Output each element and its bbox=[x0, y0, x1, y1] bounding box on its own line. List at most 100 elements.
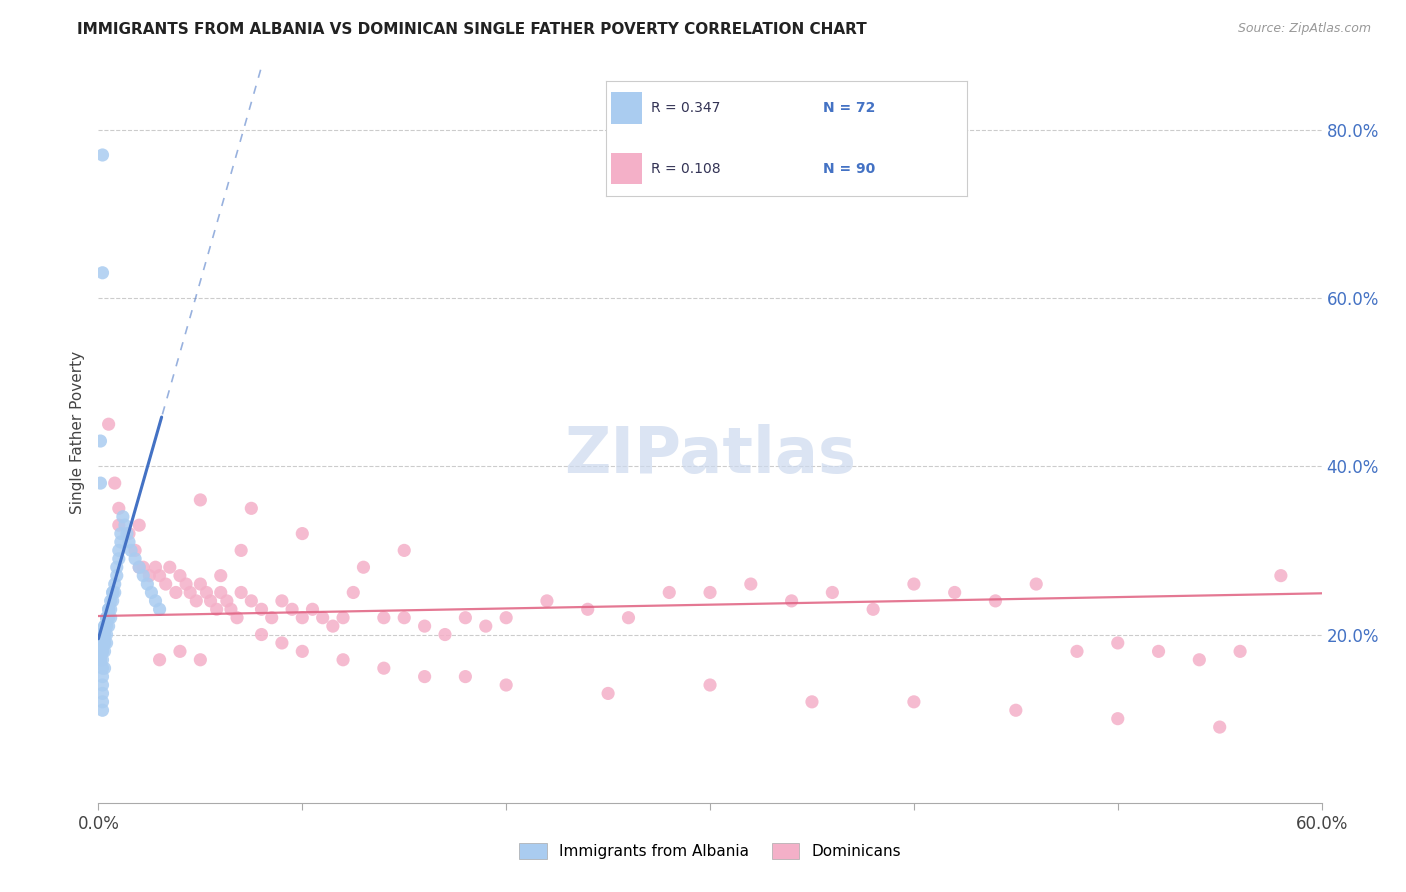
Point bbox=[1229, 644, 1251, 658]
Point bbox=[97, 610, 120, 624]
Point bbox=[91, 627, 114, 641]
Point bbox=[174, 577, 197, 591]
Point bbox=[89, 627, 111, 641]
Point bbox=[97, 602, 120, 616]
Point bbox=[110, 535, 132, 549]
Point bbox=[89, 644, 111, 658]
Point bbox=[576, 602, 599, 616]
Point bbox=[169, 568, 191, 582]
Point bbox=[322, 619, 344, 633]
Point bbox=[91, 148, 114, 162]
Point bbox=[495, 678, 517, 692]
Point bbox=[141, 585, 163, 599]
Point bbox=[89, 627, 111, 641]
Point bbox=[91, 627, 114, 641]
Point bbox=[104, 476, 127, 491]
Point bbox=[862, 602, 884, 616]
Point bbox=[291, 526, 314, 541]
Point bbox=[114, 518, 136, 533]
Point bbox=[89, 636, 111, 650]
Point bbox=[93, 636, 115, 650]
Point bbox=[145, 594, 167, 608]
Point bbox=[89, 644, 111, 658]
Point bbox=[801, 695, 824, 709]
Point bbox=[124, 543, 146, 558]
Point bbox=[89, 653, 111, 667]
Point bbox=[91, 627, 114, 641]
Point bbox=[332, 610, 354, 624]
Point bbox=[413, 670, 436, 684]
Point bbox=[1188, 653, 1211, 667]
Point bbox=[352, 560, 374, 574]
Point bbox=[91, 266, 114, 280]
Point bbox=[91, 627, 114, 641]
Point bbox=[91, 636, 114, 650]
Point bbox=[111, 509, 134, 524]
Point bbox=[821, 585, 844, 599]
Point bbox=[128, 560, 150, 574]
Point bbox=[91, 636, 114, 650]
Point bbox=[186, 594, 208, 608]
Point bbox=[215, 594, 238, 608]
Point bbox=[149, 568, 172, 582]
Point bbox=[903, 695, 925, 709]
Point bbox=[1147, 644, 1170, 658]
Point bbox=[149, 653, 172, 667]
Point bbox=[1107, 712, 1129, 726]
Legend: Immigrants from Albania, Dominicans: Immigrants from Albania, Dominicans bbox=[513, 838, 907, 865]
Point bbox=[219, 602, 242, 616]
Point bbox=[101, 585, 124, 599]
Y-axis label: Single Father Poverty: Single Father Poverty bbox=[70, 351, 86, 514]
Point bbox=[128, 518, 150, 533]
Point bbox=[96, 627, 118, 641]
Point bbox=[617, 610, 640, 624]
Point bbox=[118, 535, 141, 549]
Point bbox=[474, 619, 498, 633]
Point bbox=[943, 585, 966, 599]
Point bbox=[91, 653, 114, 667]
Point bbox=[149, 602, 172, 616]
Point bbox=[250, 602, 273, 616]
Point bbox=[124, 551, 146, 566]
Point bbox=[93, 661, 115, 675]
Point bbox=[392, 543, 416, 558]
Point bbox=[100, 602, 122, 616]
Point bbox=[209, 568, 232, 582]
Point bbox=[291, 610, 314, 624]
Point bbox=[1209, 720, 1232, 734]
Point bbox=[301, 602, 323, 616]
Point bbox=[291, 644, 314, 658]
Point bbox=[97, 417, 120, 432]
Point bbox=[1270, 568, 1292, 582]
Point bbox=[200, 594, 222, 608]
Point bbox=[780, 594, 803, 608]
Point bbox=[984, 594, 1007, 608]
Point bbox=[454, 610, 477, 624]
Point bbox=[89, 627, 111, 641]
Point bbox=[89, 434, 111, 448]
Point bbox=[740, 577, 762, 591]
Point bbox=[93, 627, 115, 641]
Point bbox=[598, 686, 620, 700]
Point bbox=[332, 653, 354, 667]
Point bbox=[108, 501, 131, 516]
Point bbox=[250, 627, 273, 641]
Point bbox=[91, 678, 114, 692]
Point bbox=[1025, 577, 1047, 591]
Point bbox=[93, 636, 115, 650]
Point bbox=[1107, 636, 1129, 650]
Point bbox=[434, 627, 457, 641]
Point bbox=[188, 492, 212, 507]
Point bbox=[132, 560, 155, 574]
Point bbox=[240, 594, 263, 608]
Point bbox=[91, 703, 114, 717]
Point bbox=[93, 644, 115, 658]
Point bbox=[108, 551, 131, 566]
Point bbox=[91, 670, 114, 684]
Point bbox=[96, 636, 118, 650]
Point bbox=[188, 653, 212, 667]
Point bbox=[312, 610, 335, 624]
Point bbox=[101, 585, 124, 599]
Point bbox=[270, 636, 294, 650]
Point bbox=[536, 594, 558, 608]
